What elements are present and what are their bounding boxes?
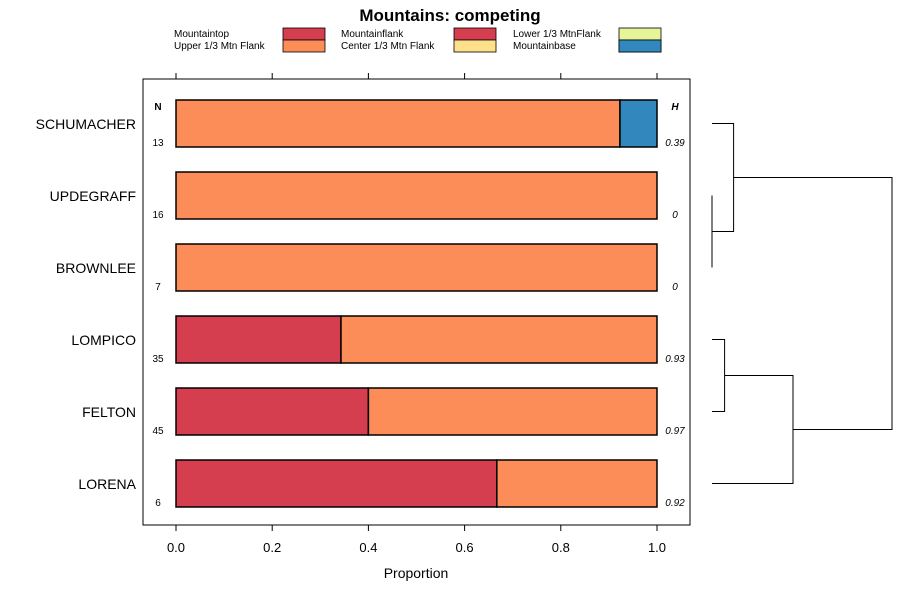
x-axis: 0.0 0.2 0.4 0.6 0.8 1.0 (167, 73, 666, 555)
legend-label: Upper 1/3 Mtn Flank (174, 41, 266, 52)
n-value: 45 (152, 426, 164, 437)
h-value: 0.92 (665, 498, 685, 509)
bar-row: UPDEGRAFF 16 0 (50, 171, 678, 221)
row-label: BROWNLEE (56, 260, 136, 276)
legend-swatch (618, 39, 662, 53)
h-value: 0.39 (665, 138, 685, 149)
x-tick-label: 0.4 (359, 540, 377, 555)
n-value: 6 (155, 498, 161, 509)
bar-segment (496, 459, 658, 508)
bar-segment (340, 315, 658, 364)
bar-segment (175, 99, 621, 148)
x-tick-label: 0.0 (167, 540, 185, 555)
bar-segment (175, 387, 370, 436)
n-value: 35 (152, 354, 164, 365)
bar-row: LORENA 6 0.92 (78, 459, 685, 509)
row-label: SCHUMACHER (36, 116, 136, 132)
legend-item (618, 39, 662, 53)
n-column-header: N (154, 102, 161, 113)
h-column-header: H (671, 102, 679, 113)
chart-title: Mountains: competing (359, 6, 540, 25)
bar-segment (175, 171, 658, 220)
n-value: 7 (155, 282, 161, 293)
x-tick-label: 0.8 (552, 540, 570, 555)
legend-item: Upper 1/3 Mtn Flank (174, 39, 326, 53)
legend-item: Center 1/3 Mtn Flank (341, 39, 497, 53)
legend-swatch (282, 27, 326, 41)
x-tick-label: 1.0 (648, 540, 666, 555)
x-tick-label: 0.6 (456, 540, 474, 555)
legend-label: Mountainbase (513, 41, 576, 52)
bar-row: FELTON 45 0.97 (82, 387, 685, 437)
legend-swatch (282, 39, 326, 53)
dendrogram-branch (712, 339, 726, 412)
plot-frame (142, 78, 691, 526)
h-value: 0 (672, 210, 678, 221)
legend-label: Center 1/3 Mtn Flank (341, 41, 435, 52)
dendrogram (711, 123, 893, 484)
n-value: 13 (152, 138, 164, 149)
h-value: 0.97 (665, 426, 685, 437)
row-label: LORENA (78, 476, 136, 492)
legend-label: Lower 1/3 MtnFlank (513, 29, 602, 40)
row-label: LOMPICO (71, 332, 136, 348)
bar-segment (175, 459, 498, 508)
bar-segment (175, 243, 658, 292)
n-value: 16 (152, 210, 164, 221)
h-value: 0.93 (665, 354, 685, 365)
dendrogram-branch (712, 123, 735, 232)
legend-label: Mountainflank (341, 29, 404, 40)
legend-swatch (618, 27, 662, 41)
legend-item: Mountainflank (341, 27, 497, 41)
legend-swatch (453, 39, 497, 53)
bar-row: BROWNLEE 7 0 (56, 243, 678, 293)
legend-item: Lower 1/3 MtnFlank (513, 27, 662, 41)
bar-row: LOMPICO 35 0.93 (71, 315, 685, 365)
h-value: 0 (672, 282, 678, 293)
x-tick-label: 0.2 (263, 540, 281, 555)
bar-row: SCHUMACHER 13 0.39 (36, 99, 685, 149)
legend-item: Mountaintop (174, 27, 326, 41)
bar-segment (175, 315, 342, 364)
bar-segment (367, 387, 658, 436)
bar-segment (619, 99, 658, 148)
dendrogram-branch (733, 177, 893, 430)
x-axis-label: Proportion (384, 565, 449, 581)
legend-label: Mountaintop (174, 29, 229, 40)
legend-swatch (453, 27, 497, 41)
row-label: FELTON (82, 404, 136, 420)
bar-rows: SCHUMACHER 13 0.39 UPDEGRAFF 16 0 BROWNLEE 7 0 LO… (36, 99, 685, 509)
row-label: UPDEGRAFF (50, 188, 136, 204)
